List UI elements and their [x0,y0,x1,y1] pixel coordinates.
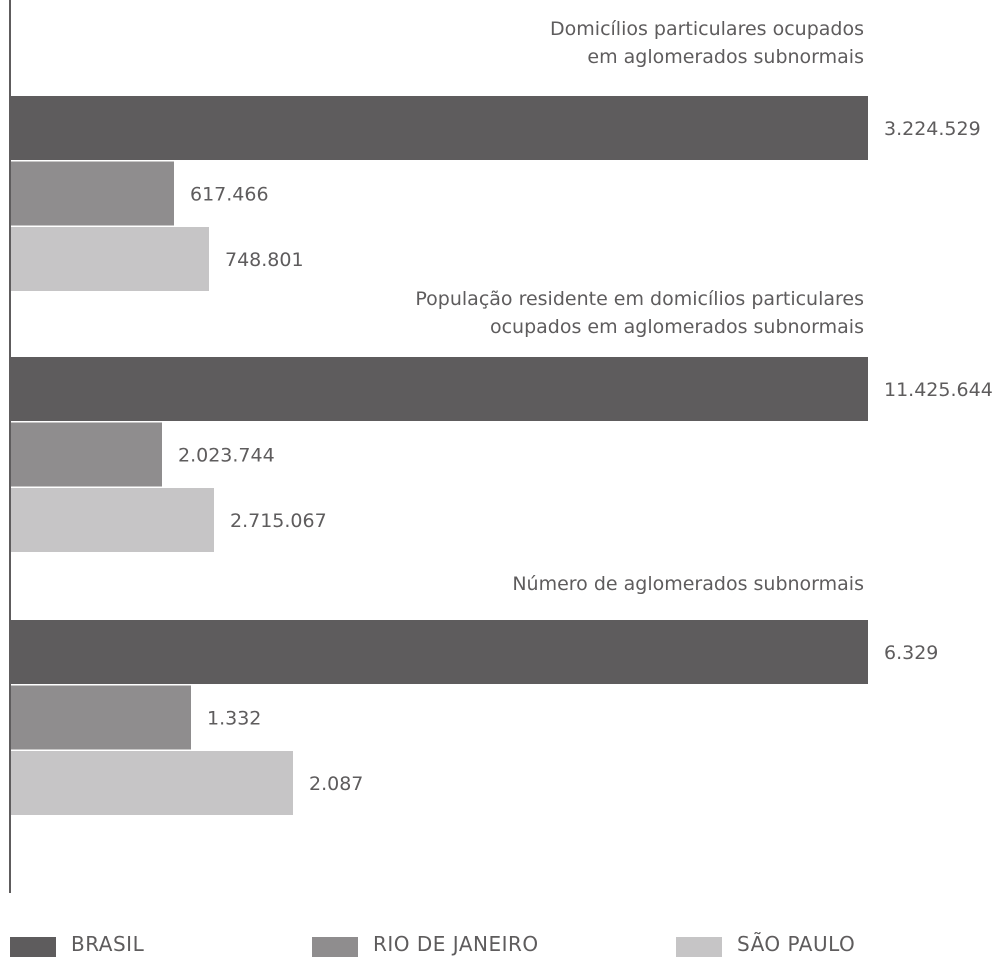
legend-swatch-brasil [10,937,56,957]
legend: RIO DE JANEIRO [312,930,539,958]
legend: BRASIL [10,930,144,958]
legend-label-brasil: BRASIL [71,932,145,956]
value-label-rio-de-janeiro: 1.332 [207,708,261,730]
bar-sao-paulo [10,488,214,552]
legend-swatch-rio-de-janeiro [312,937,358,957]
legend: SÃO PAULO [676,930,855,958]
legend-label-rio-de-janeiro: RIO DE JANEIRO [373,932,539,956]
value-label-brasil: 6.329 [884,642,938,664]
group-title-line: População residente em domicílios partic… [415,288,864,310]
value-label-sao-paulo: 748.801 [225,249,304,271]
value-label-brasil: 3.224.529 [884,118,981,140]
bar-rio-de-janeiro [10,685,191,750]
bar-rio-de-janeiro [10,161,174,226]
bar-sao-paulo [10,227,209,291]
value-label-sao-paulo: 2.087 [309,773,363,795]
group-title-line: em aglomerados subnormais [587,46,864,68]
group-title-line: ocupados em aglomerados subnormais [490,316,864,338]
value-label-rio-de-janeiro: 2.023.744 [178,445,275,467]
legend-label-sao-paulo: SÃO PAULO [737,932,856,956]
bar-brasil [10,96,868,160]
bar-brasil [10,357,868,421]
group-title-line: Número de aglomerados subnormais [512,573,864,595]
group-title-line: Domicílios particulares ocupados [550,18,864,40]
bar-brasil [10,620,868,684]
legend-swatch-sao-paulo [676,937,722,957]
value-label-sao-paulo: 2.715.067 [230,510,327,532]
bar-rio-de-janeiro [10,422,162,487]
bar-sao-paulo [10,751,293,815]
value-label-brasil: 11.425.644 [884,379,993,401]
value-label-rio-de-janeiro: 617.466 [190,184,269,206]
